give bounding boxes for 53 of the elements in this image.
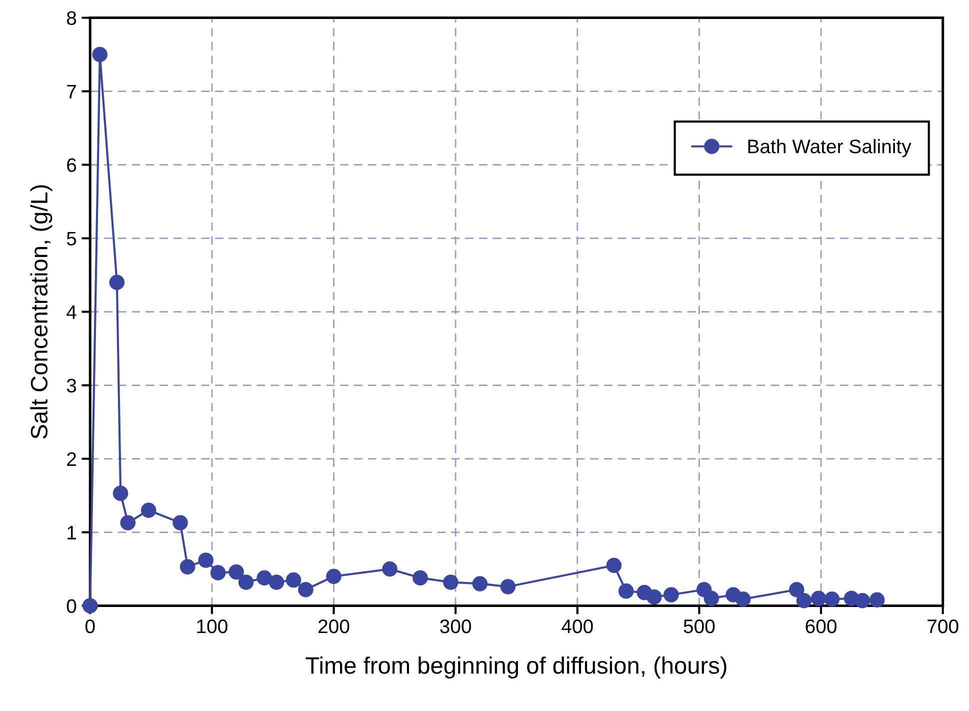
legend-label: Bath Water Salinity — [748, 139, 912, 158]
point — [140, 502, 156, 518]
point — [112, 486, 128, 501]
y-tick-label: 3 — [66, 378, 76, 393]
y-tick-label: 2 — [67, 452, 76, 466]
point — [120, 515, 136, 530]
point — [869, 592, 885, 608]
point — [500, 579, 516, 594]
x-axis-title: Time from beginning of diffusion, (hours) — [306, 656, 726, 679]
y-tick-label: 1 — [68, 526, 76, 540]
x-tick-label: 400 — [562, 619, 593, 634]
point — [854, 592, 870, 608]
point — [810, 590, 826, 606]
x-tick-label: 300 — [440, 619, 472, 634]
point — [618, 583, 634, 599]
x-tick-label: 200 — [318, 619, 350, 634]
point — [646, 589, 662, 605]
point — [210, 565, 226, 580]
x-tick-label: 700 — [928, 619, 958, 634]
point — [412, 570, 428, 586]
y-tick-label: 5 — [66, 232, 76, 246]
point — [735, 592, 751, 607]
point — [109, 274, 125, 290]
point — [238, 574, 254, 590]
point — [92, 46, 108, 62]
point — [472, 576, 488, 592]
point — [198, 552, 214, 568]
point — [789, 582, 804, 598]
y-tick-label: 7 — [67, 84, 76, 98]
y-tick-label: 0 — [66, 599, 76, 614]
x-tick-label: 500 — [684, 619, 715, 634]
point — [824, 592, 840, 607]
y-axis-title: Salt Concentration, (g/L) — [30, 185, 52, 439]
point — [443, 574, 458, 590]
point — [286, 572, 302, 588]
point — [268, 574, 284, 590]
point — [326, 568, 342, 584]
point — [172, 515, 188, 530]
point — [796, 592, 812, 608]
point — [298, 582, 314, 598]
point — [180, 559, 196, 574]
y-tick-label: 4 — [66, 305, 76, 319]
x-tick-label: 600 — [806, 619, 836, 634]
point — [664, 587, 679, 602]
point — [228, 564, 244, 580]
point — [606, 558, 622, 573]
point — [382, 561, 398, 577]
y-tick-label: 8 — [66, 11, 76, 26]
x-tick-label: 100 — [197, 619, 228, 634]
x-tick-label: 0 — [85, 619, 95, 634]
point — [704, 590, 720, 606]
y-tick-label: 6 — [67, 158, 76, 172]
point — [256, 570, 272, 586]
